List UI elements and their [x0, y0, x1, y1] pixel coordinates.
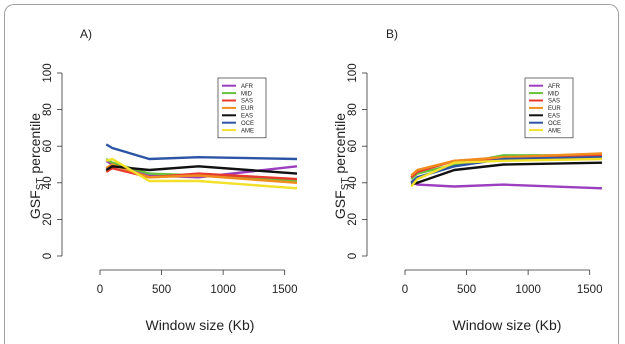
series-line-afr: [410, 179, 603, 190]
legend-label: OCE: [241, 121, 254, 127]
x-tick-label: 1000: [515, 284, 541, 296]
legend-label: SAS: [548, 99, 560, 105]
y-tick-label: 80: [42, 103, 54, 116]
series-line-afr: [105, 159, 298, 179]
series-line-ame: [410, 157, 603, 188]
series-line-eur: [410, 152, 603, 177]
series-line-eur: [105, 163, 298, 184]
x-axis-label: Window size (Kb): [453, 317, 562, 333]
y-tick-label: 100: [347, 63, 359, 82]
plot-area: [410, 152, 603, 190]
y-tick-label: 60: [42, 140, 54, 153]
x-tick-label: 0: [97, 284, 103, 296]
x-tick-label: 500: [152, 284, 171, 296]
y-tick-label: 20: [42, 213, 54, 226]
y-tick-label: 0: [42, 253, 54, 259]
legend-label: AME: [241, 128, 254, 134]
legend-label: SAS: [241, 99, 253, 105]
x-tick-label: 1500: [272, 284, 298, 296]
y-tick-label: 60: [347, 140, 359, 153]
legend-label: EUR: [548, 106, 561, 112]
x-tick-label: 0: [402, 284, 408, 296]
series-line-ame: [105, 157, 298, 190]
legend-label: EAS: [548, 114, 560, 120]
legend-label: EAS: [241, 114, 253, 120]
figure-canvas: A) Window size (Kb) GSFST percentile 0 50…: [27, 27, 602, 333]
y-tick-label: 0: [347, 253, 359, 259]
x-tick-label: 500: [457, 284, 476, 296]
axes: 0 500 1000 1500 0 20 40 60 80 100: [347, 63, 602, 296]
legend-label: AFR: [548, 84, 561, 90]
y-tick-label: 40: [347, 176, 359, 189]
legend-label: OCE: [548, 121, 561, 127]
axes: 0 500 1000 1500 0 20 40 60 80 100: [42, 63, 297, 296]
legend-label: AFR: [241, 84, 254, 90]
x-axis-label: Window size (Kb): [146, 317, 255, 333]
y-tick-label: 40: [42, 176, 54, 189]
x-tick-label: 1000: [210, 284, 236, 296]
series-line-oce: [410, 156, 603, 184]
panel-label: B): [386, 27, 398, 41]
figure-frame: [4, 4, 619, 344]
legend-label: AME: [548, 128, 561, 134]
series-line-eas: [105, 165, 298, 175]
y-tick-label: 20: [347, 213, 359, 226]
y-axis-label: GSFST percentile: [332, 113, 351, 219]
y-axis-label: GSFST percentile: [27, 113, 46, 219]
y-tick-label: 80: [347, 103, 359, 116]
legend-label: EUR: [241, 106, 254, 112]
legend-label: MID: [241, 91, 253, 97]
plot-area: [105, 143, 298, 190]
legend-label: MID: [548, 91, 560, 97]
panel-label: A): [80, 27, 92, 41]
y-tick-label: 100: [42, 63, 54, 82]
panel-b: B) Window size (Kb) GSFST percentile 0 50…: [332, 27, 602, 333]
series-line-oce: [105, 143, 298, 161]
panel-a: A) Window size (Kb) GSFST percentile 0 50…: [27, 27, 297, 333]
x-tick-label: 1500: [577, 284, 603, 296]
